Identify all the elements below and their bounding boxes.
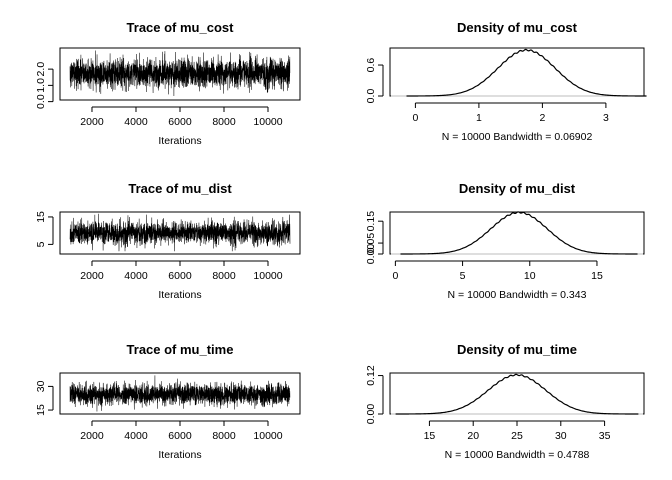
plot-frame xyxy=(59,372,301,415)
y-tick-label: 0.05 xyxy=(365,233,377,254)
x-tick-label: 10000 xyxy=(253,270,282,282)
y-tick-label: 0.12 xyxy=(365,365,377,386)
panel-5: Trace of mu_time 2000 4000 6000 8000 10000 Ite… xyxy=(35,342,301,461)
x-tick-label: 2000 xyxy=(80,430,104,442)
y-tick-label: 0.6 xyxy=(365,58,377,73)
panel-6: Density of mu_time 15 20 25 30 35 N = 10000 Ba… xyxy=(365,342,645,461)
panel-1: Trace of mu_cost 2000 4000 6000 8000 10000 Ite… xyxy=(35,20,301,147)
x-tick-label: 2000 xyxy=(80,116,104,128)
panel-3: Trace of mu_dist 2000 4000 6000 8000 10000 Ite… xyxy=(35,181,301,301)
x-tick-label: 5 xyxy=(460,270,466,282)
x-tick-label: 0 xyxy=(392,270,398,282)
x-tick-label: 8000 xyxy=(212,270,236,282)
y-tick-label: 2.0 xyxy=(35,62,47,77)
x-tick-label: 8000 xyxy=(212,116,236,128)
y-tick-label: 5 xyxy=(35,241,47,247)
panel-2: Density of mu_cost 0 1 2 3 N = 10000 Bandwidt… xyxy=(365,20,647,143)
x-tick-label: 8000 xyxy=(212,430,236,442)
trace-series-line xyxy=(69,375,291,412)
x-tick-label: 20 xyxy=(467,430,479,442)
x-tick-label: 15 xyxy=(591,270,603,282)
x-tick-label: 1 xyxy=(476,112,482,124)
y-tick-label: 0.0 xyxy=(365,89,377,104)
x-axis-label: N = 10000 Bandwidth = 0.4788 xyxy=(445,449,590,461)
x-axis-label: Iterations xyxy=(158,449,201,461)
y-tick-label: 15 xyxy=(35,211,47,223)
x-tick-label: 10 xyxy=(524,270,536,282)
x-tick-label: 10000 xyxy=(253,430,282,442)
x-tick-label: 4000 xyxy=(124,270,148,282)
trace-series-line xyxy=(69,213,291,252)
panel-title: Trace of mu_cost xyxy=(127,20,235,35)
y-tick-label: 1.0 xyxy=(35,78,47,93)
x-tick-label: 35 xyxy=(599,430,611,442)
y-tick-label: 0.00 xyxy=(365,404,377,425)
plot-frame xyxy=(59,211,301,255)
panel-4: Density of mu_dist 0 5 10 15 N = 10000 Bandwi… xyxy=(365,181,645,301)
density-curve xyxy=(406,48,647,97)
plot-frame xyxy=(59,47,301,101)
x-tick-label: 15 xyxy=(424,430,436,442)
panel-title: Density of mu_cost xyxy=(457,20,578,35)
x-tick-label: 6000 xyxy=(168,430,192,442)
y-tick-label: 30 xyxy=(35,380,47,392)
y-tick-label: 0.00 xyxy=(365,244,377,265)
x-axis-label: Iterations xyxy=(158,135,201,147)
plot-frame xyxy=(389,211,645,255)
x-tick-label: 4000 xyxy=(124,430,148,442)
x-tick-label: 6000 xyxy=(168,270,192,282)
x-tick-label: 25 xyxy=(511,430,523,442)
trace-series-line xyxy=(69,50,291,96)
plot-frame xyxy=(389,372,645,415)
x-axis-label: N = 10000 Bandwidth = 0.343 xyxy=(448,289,587,301)
density-curve xyxy=(395,373,639,415)
x-axis-label: N = 10000 Bandwidth = 0.06902 xyxy=(442,131,593,143)
x-tick-label: 2000 xyxy=(80,270,104,282)
x-tick-label: 3 xyxy=(603,112,609,124)
x-axis-label: Iterations xyxy=(158,289,201,301)
x-tick-label: 2 xyxy=(539,112,545,124)
x-tick-label: 10000 xyxy=(253,116,282,128)
plot-frame xyxy=(389,47,645,97)
density-curve xyxy=(400,211,638,255)
panel-title: Trace of mu_time xyxy=(127,342,234,357)
x-tick-label: 30 xyxy=(555,430,567,442)
y-tick-label: 0.15 xyxy=(365,211,377,232)
y-tick-label: 0.0 xyxy=(35,94,47,109)
panel-title: Trace of mu_dist xyxy=(128,181,232,196)
y-tick-label: 15 xyxy=(35,404,47,416)
x-tick-label: 6000 xyxy=(168,116,192,128)
x-tick-label: 4000 xyxy=(124,116,148,128)
x-tick-label: 0 xyxy=(412,112,418,124)
panel-title: Density of mu_dist xyxy=(459,181,576,196)
panel-title: Density of mu_time xyxy=(457,342,577,357)
